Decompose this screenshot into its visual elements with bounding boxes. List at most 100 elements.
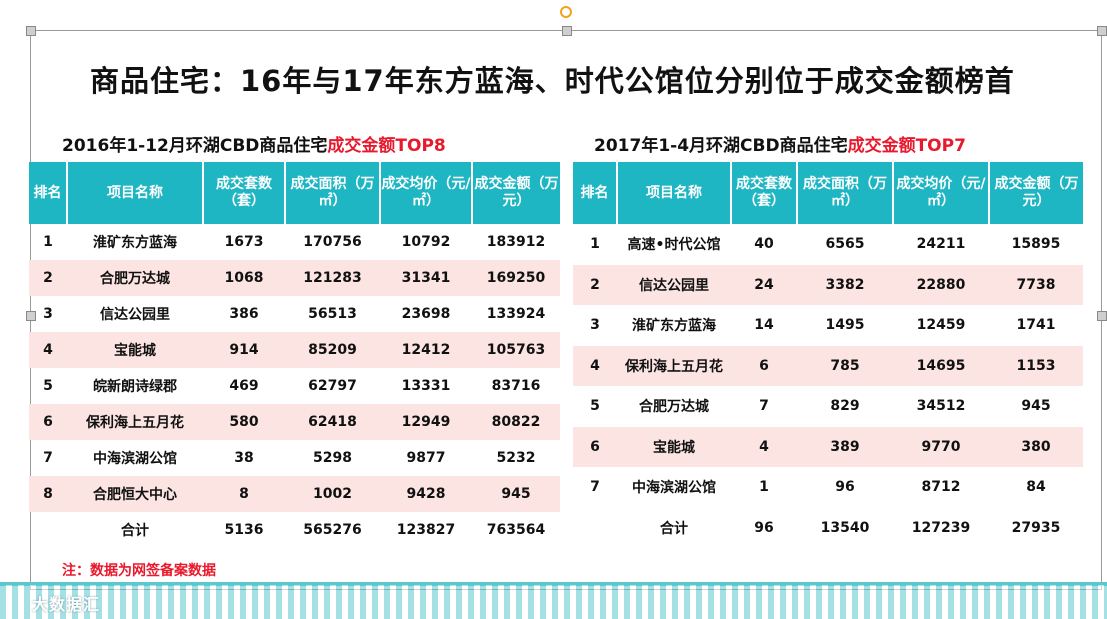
cell-project-name: 淮矿东方蓝海 bbox=[93, 235, 177, 251]
table-total-row: 合计 96 13540 127239 27935 bbox=[573, 508, 1083, 549]
cell-rank: 3 bbox=[43, 306, 53, 322]
slide-title: 商品住宅：16年与17年东方蓝海、时代公馆位分别位于成交金额榜首 bbox=[90, 64, 1015, 98]
cell-project-name: 中海滨湖公馆 bbox=[632, 480, 716, 497]
cell-avg-price: 9877 bbox=[406, 450, 446, 466]
table-row: 1 高速•时代公馆 40 6565 24211 15895 bbox=[573, 224, 1083, 265]
cell-rank: 7 bbox=[590, 479, 600, 496]
cell-units: 1 bbox=[759, 479, 769, 496]
table-row: 6 宝能城 4 389 9770 380 bbox=[573, 426, 1083, 467]
cell-project-name: 中海滨湖公馆 bbox=[93, 451, 177, 467]
cell-area: 170756 bbox=[303, 234, 362, 250]
header-rank: 排名 bbox=[29, 162, 68, 224]
cell-project-name: 信达公园里 bbox=[100, 307, 170, 323]
cell-units: 1673 bbox=[224, 234, 264, 250]
resize-handle-top-left[interactable] bbox=[26, 26, 36, 36]
header-project-name: 项目名称 bbox=[67, 162, 204, 224]
rotate-handle-icon[interactable] bbox=[560, 6, 572, 18]
table-row: 3 信达公园里 386 56513 23698 133924 bbox=[29, 296, 560, 332]
cell-avg-price: 14695 bbox=[893, 345, 989, 386]
cell-amount: 183912 bbox=[486, 234, 546, 250]
cell-amount: 80822 bbox=[472, 404, 560, 440]
table-row: 7 中海滨湖公馆 1 96 8712 84 bbox=[573, 467, 1083, 508]
table-row: 8 合肥恒大中心 8 1002 9428 945 bbox=[29, 476, 560, 512]
cell-rank: 5 bbox=[590, 398, 600, 415]
cell-project-name: 合肥万达城 bbox=[639, 399, 709, 416]
resize-handle-left[interactable] bbox=[26, 311, 36, 321]
cell-units: 14 bbox=[754, 317, 774, 334]
cell-avg-price: 9428 bbox=[380, 476, 472, 512]
cell-area: 62797 bbox=[308, 378, 357, 394]
table-row: 4 保利海上五月花 6 785 14695 1153 bbox=[573, 345, 1083, 386]
cell-rank: 6 bbox=[573, 426, 617, 467]
cell-rank bbox=[29, 512, 67, 548]
cell-project-name: 保利海上五月花 bbox=[67, 404, 203, 440]
cell-avg-price: 123827 bbox=[396, 522, 456, 538]
table-row: 3 淮矿东方蓝海 14 1495 12459 1741 bbox=[573, 305, 1083, 346]
cell-amount: 169250 bbox=[472, 260, 560, 296]
cell-amount: 83716 bbox=[491, 378, 541, 394]
cell-area: 85209 bbox=[285, 332, 380, 368]
cell-units: 386 bbox=[229, 306, 259, 322]
cell-project-name: 合肥恒大中心 bbox=[67, 476, 203, 512]
header-avg-price: 成交均价（元/㎡） bbox=[380, 162, 473, 224]
cell-amount: 27935 bbox=[1011, 519, 1061, 536]
cell-project-name: 宝能城 bbox=[67, 332, 203, 368]
cell-avg-price: 23698 bbox=[401, 306, 451, 322]
cell-area: 565276 bbox=[303, 522, 362, 538]
cell-avg-price: 9770 bbox=[893, 426, 989, 467]
cell-amount: 380 bbox=[989, 426, 1083, 467]
header-project-name: 项目名称 bbox=[617, 162, 732, 224]
resize-handle-right[interactable] bbox=[1097, 311, 1107, 321]
table-row: 2 合肥万达城 1068 121283 31341 169250 bbox=[29, 260, 560, 296]
cell-avg-price: 24211 bbox=[916, 236, 966, 253]
header-area: 成交面积（万㎡） bbox=[285, 162, 381, 224]
table-row: 4 宝能城 914 85209 12412 105763 bbox=[29, 332, 560, 368]
cell-avg-price: 34512 bbox=[916, 398, 966, 415]
cell-area: 3382 bbox=[797, 264, 893, 305]
resize-handle-top[interactable] bbox=[562, 26, 572, 36]
cell-avg-price: 13331 bbox=[401, 378, 451, 394]
table-2017-subtitle-prefix: 2017年1-4月环湖CBD商品住宅 bbox=[594, 136, 848, 156]
table-2017-subtitle-highlight: 成交金额TOP7 bbox=[847, 136, 966, 156]
cell-project-name: 信达公园里 bbox=[617, 264, 731, 305]
cell-units: 914 bbox=[203, 332, 285, 368]
cell-project-name: 淮矿东方蓝海 bbox=[632, 318, 716, 335]
header-amount: 成交金额（万元） bbox=[989, 162, 1083, 224]
header-rank: 排名 bbox=[573, 162, 618, 224]
table-2016-subtitle: 2016年1-12月环湖CBD商品住宅成交金额TOP8 bbox=[62, 131, 446, 156]
cell-rank: 4 bbox=[573, 345, 617, 386]
cell-total-label: 合计 bbox=[660, 520, 688, 537]
cell-amount: 105763 bbox=[472, 332, 560, 368]
cell-avg-price: 22880 bbox=[893, 264, 989, 305]
table-2016: 排名 项目名称 成交套数（套） 成交面积（万㎡） 成交均价（元/㎡） 成交金额（… bbox=[29, 162, 560, 548]
header-avg-price: 成交均价（元/㎡） bbox=[893, 162, 990, 224]
cell-units: 580 bbox=[203, 404, 285, 440]
cell-rank: 1 bbox=[43, 234, 53, 250]
cell-amount: 5232 bbox=[496, 450, 536, 466]
header-units: 成交套数（套） bbox=[203, 162, 286, 224]
cell-units: 38 bbox=[234, 450, 254, 466]
cell-total-label: 合计 bbox=[121, 523, 149, 539]
cell-rank: 3 bbox=[590, 317, 600, 334]
cell-area: 829 bbox=[830, 398, 860, 415]
cell-units: 5136 bbox=[224, 522, 264, 538]
cell-rank: 4 bbox=[29, 332, 67, 368]
table-row: 7 中海滨湖公馆 38 5298 9877 5232 bbox=[29, 440, 560, 476]
cell-rank: 2 bbox=[573, 264, 617, 305]
cell-amount: 945 bbox=[472, 476, 560, 512]
table-header-row: 排名 项目名称 成交套数（套） 成交面积（万㎡） 成交均价（元/㎡） 成交金额（… bbox=[573, 162, 1083, 224]
cell-rank bbox=[573, 508, 617, 549]
cell-amount: 84 bbox=[1026, 479, 1046, 496]
cell-units: 24 bbox=[731, 264, 797, 305]
resize-handle-top-right[interactable] bbox=[1097, 26, 1107, 36]
cell-area: 389 bbox=[797, 426, 893, 467]
cell-rank: 7 bbox=[43, 450, 53, 466]
cell-amount: 133924 bbox=[486, 306, 546, 322]
cell-area: 13540 bbox=[820, 519, 870, 536]
cell-units: 7 bbox=[759, 398, 769, 415]
cell-amount: 1153 bbox=[989, 345, 1083, 386]
table-header-row: 排名 项目名称 成交套数（套） 成交面积（万㎡） 成交均价（元/㎡） 成交金额（… bbox=[29, 162, 560, 224]
cell-rank: 5 bbox=[43, 378, 53, 394]
cell-units: 1068 bbox=[203, 260, 285, 296]
cell-amount: 1741 bbox=[1016, 317, 1056, 334]
